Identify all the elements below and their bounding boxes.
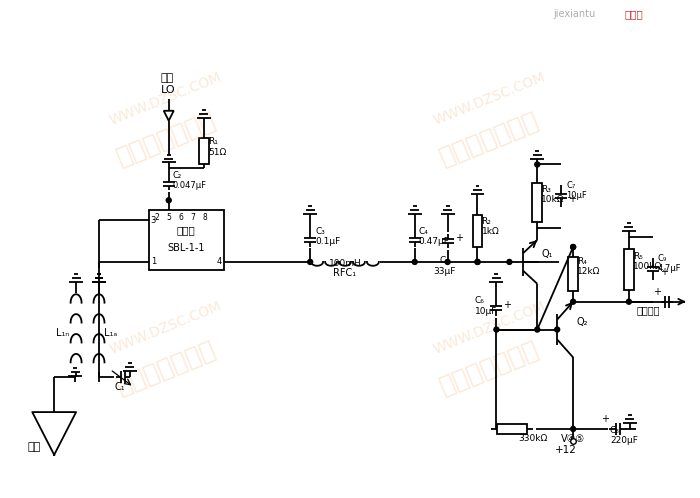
Text: 维库电子市场网: 维库电子市场网 bbox=[113, 337, 219, 398]
Text: C₇
10μF: C₇ 10μF bbox=[566, 181, 587, 200]
Text: 音频输出: 音频输出 bbox=[637, 306, 660, 316]
Text: 输入: 输入 bbox=[161, 73, 174, 83]
Circle shape bbox=[570, 245, 575, 249]
Text: +: + bbox=[601, 414, 609, 424]
Circle shape bbox=[570, 299, 575, 304]
Text: L₁ₐ: L₁ₐ bbox=[104, 328, 117, 338]
Text: C₁: C₁ bbox=[115, 382, 125, 392]
Circle shape bbox=[166, 198, 172, 203]
Text: +: + bbox=[568, 194, 576, 204]
Bar bbox=[532, 183, 542, 222]
Text: R₄
12kΩ: R₄ 12kΩ bbox=[577, 257, 601, 276]
Bar bbox=[498, 424, 527, 434]
Text: 100mH: 100mH bbox=[328, 259, 361, 268]
Circle shape bbox=[626, 299, 631, 304]
Text: R₃
10kΩ: R₃ 10kΩ bbox=[541, 185, 565, 204]
Text: 7: 7 bbox=[190, 213, 195, 222]
Text: R₅
100kΩ: R₅ 100kΩ bbox=[633, 252, 662, 271]
Bar bbox=[624, 249, 634, 290]
Circle shape bbox=[445, 259, 450, 264]
Text: +: + bbox=[454, 233, 463, 243]
Circle shape bbox=[570, 426, 575, 431]
Text: LO: LO bbox=[161, 85, 176, 95]
Text: 2: 2 bbox=[155, 213, 159, 222]
Text: 5: 5 bbox=[167, 213, 172, 222]
Text: +: + bbox=[653, 287, 661, 297]
Text: C₄
0.47μF: C₄ 0.47μF bbox=[419, 227, 449, 246]
Text: R₁
51Ω: R₁ 51Ω bbox=[209, 137, 227, 156]
Text: 电路图: 电路图 bbox=[624, 9, 643, 19]
Text: 4: 4 bbox=[216, 257, 221, 266]
Text: Q₁: Q₁ bbox=[541, 249, 553, 259]
Bar bbox=[473, 215, 482, 247]
Text: SBL-1-1: SBL-1-1 bbox=[167, 243, 205, 253]
Text: 维库电子市场网: 维库电子市场网 bbox=[436, 337, 542, 398]
Text: 6: 6 bbox=[178, 213, 183, 222]
Text: 3: 3 bbox=[150, 216, 156, 225]
Circle shape bbox=[475, 259, 480, 264]
Text: 混频器: 混频器 bbox=[177, 225, 195, 235]
Bar bbox=[149, 210, 223, 270]
Text: 8: 8 bbox=[202, 213, 207, 222]
Text: WWW.DZSC.COM: WWW.DZSC.COM bbox=[108, 299, 224, 357]
Text: Q₂: Q₂ bbox=[576, 317, 587, 327]
Text: V④⑤: V④⑤ bbox=[561, 434, 585, 444]
Text: L₁ₙ: L₁ₙ bbox=[55, 328, 69, 338]
Text: WWW.DZSC.COM: WWW.DZSC.COM bbox=[431, 70, 547, 128]
Text: C₉
4.7μF: C₉ 4.7μF bbox=[658, 254, 681, 273]
Text: C₆
10μF: C₆ 10μF bbox=[475, 296, 497, 316]
Text: jiexiantu: jiexiantu bbox=[553, 9, 595, 19]
Text: RFC₁: RFC₁ bbox=[333, 268, 356, 278]
Circle shape bbox=[570, 245, 575, 249]
Text: 天线: 天线 bbox=[27, 442, 41, 452]
Circle shape bbox=[494, 327, 499, 332]
Text: 330kΩ: 330kΩ bbox=[518, 434, 547, 443]
Text: +12: +12 bbox=[555, 445, 577, 455]
Circle shape bbox=[535, 162, 540, 167]
Circle shape bbox=[475, 259, 480, 264]
Text: C₅
33μF: C₅ 33μF bbox=[433, 256, 456, 276]
Text: +: + bbox=[660, 267, 668, 277]
Text: 维库电子市场网: 维库电子市场网 bbox=[436, 108, 542, 169]
Text: 维库电子市场网: 维库电子市场网 bbox=[113, 108, 219, 169]
Text: C₈
220μF: C₈ 220μF bbox=[610, 425, 638, 445]
Circle shape bbox=[554, 327, 560, 332]
Text: WWW.DZSC.COM: WWW.DZSC.COM bbox=[431, 299, 547, 357]
Circle shape bbox=[507, 259, 512, 264]
Bar bbox=[199, 138, 209, 164]
Text: R₂
1kΩ: R₂ 1kΩ bbox=[482, 217, 499, 236]
Text: C₃
0.1μF: C₃ 0.1μF bbox=[315, 227, 340, 246]
Circle shape bbox=[412, 259, 417, 264]
Text: C₂
0.047μF: C₂ 0.047μF bbox=[173, 171, 206, 190]
Bar bbox=[568, 257, 578, 291]
Text: +: + bbox=[503, 300, 512, 310]
Circle shape bbox=[535, 327, 540, 332]
Circle shape bbox=[308, 259, 313, 264]
Text: WWW.DZSC.COM: WWW.DZSC.COM bbox=[108, 70, 224, 128]
Text: 1: 1 bbox=[150, 257, 156, 266]
